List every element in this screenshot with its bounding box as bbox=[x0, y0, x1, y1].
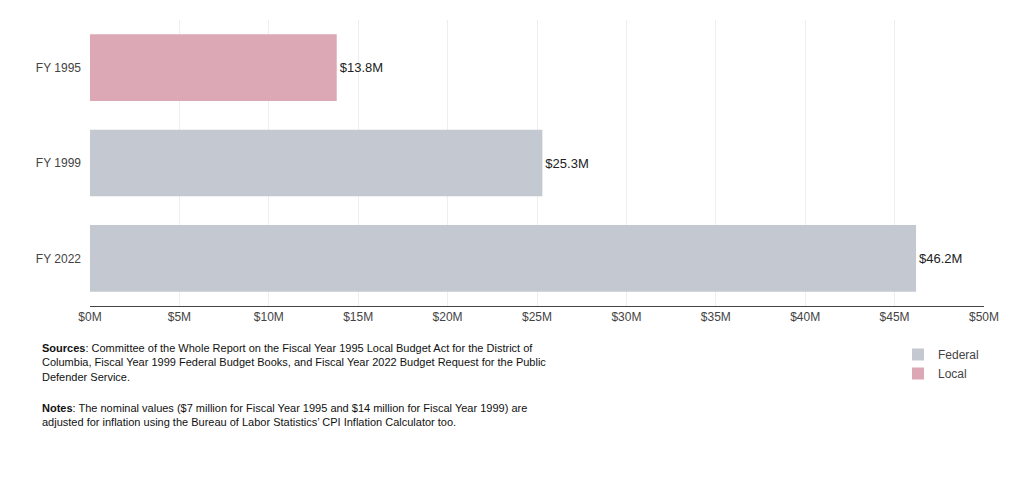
svg-text:$45M: $45M bbox=[880, 310, 910, 324]
svg-text:$25M: $25M bbox=[522, 310, 552, 324]
svg-text:FY 2022: FY 2022 bbox=[36, 252, 81, 266]
svg-text:$30M: $30M bbox=[611, 310, 641, 324]
svg-text:$0M: $0M bbox=[78, 310, 101, 324]
svg-text:$50M: $50M bbox=[969, 310, 999, 324]
svg-text:$46.2M: $46.2M bbox=[919, 251, 962, 266]
svg-text:$25.3M: $25.3M bbox=[545, 156, 588, 171]
svg-text:$35M: $35M bbox=[701, 310, 731, 324]
svg-text:Federal: Federal bbox=[938, 348, 979, 362]
svg-text:Sources: Committee of the Whol: Sources: Committee of the Whole Report o… bbox=[42, 342, 546, 383]
svg-text:FY 1999: FY 1999 bbox=[36, 156, 81, 170]
svg-text:$15M: $15M bbox=[343, 310, 373, 324]
svg-text:$40M: $40M bbox=[790, 310, 820, 324]
svg-text:$10M: $10M bbox=[254, 310, 284, 324]
svg-text:Notes: The nominal values ($7: Notes: The nominal values ($7 million fo… bbox=[42, 402, 527, 428]
svg-text:Local: Local bbox=[938, 367, 967, 381]
svg-text:FY 1995: FY 1995 bbox=[36, 61, 81, 75]
svg-text:$20M: $20M bbox=[433, 310, 463, 324]
svg-text:$5M: $5M bbox=[168, 310, 191, 324]
svg-text:$13.8M: $13.8M bbox=[340, 60, 383, 75]
